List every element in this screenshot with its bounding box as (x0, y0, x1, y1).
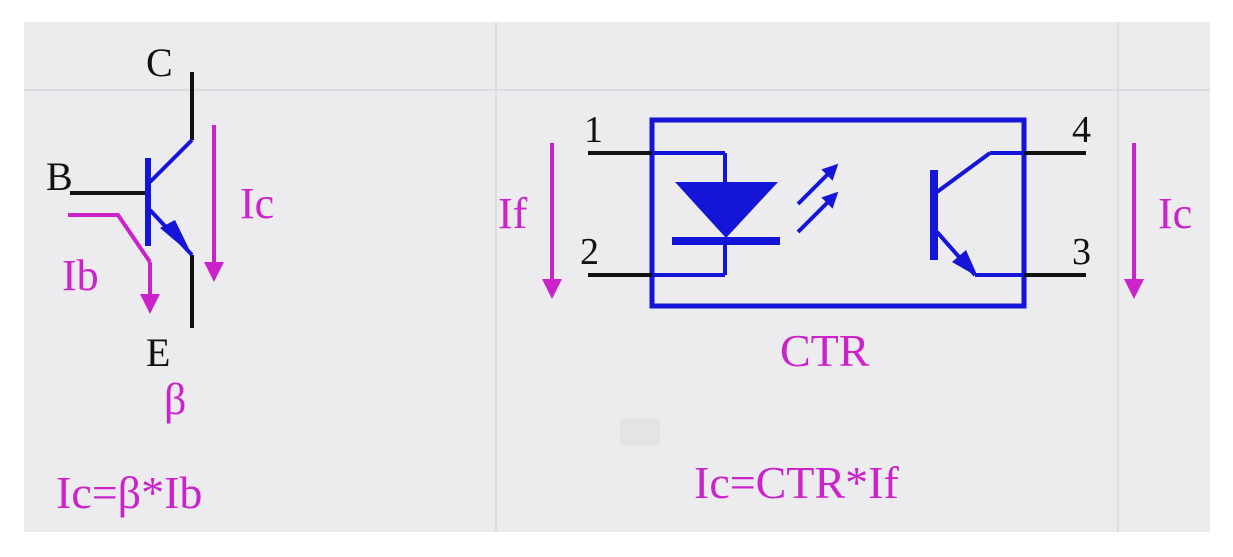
collector-diagonal (148, 138, 194, 184)
terminal-e-label: E (146, 330, 170, 375)
optocoupler-formula: Ic=CTR*If (694, 457, 899, 508)
terminal-c-label: C (146, 40, 173, 85)
phototransistor-collector (935, 151, 992, 194)
optocoupler-symbol (542, 117, 1144, 309)
light-arrow-lower (796, 191, 839, 234)
terminal-b-label: B (46, 154, 73, 199)
pin-2-label: 2 (580, 231, 599, 273)
bjt-transistor-symbol (68, 72, 224, 328)
phototransistor-emitter-arrow (952, 250, 978, 277)
pin-4-label: 4 (1072, 109, 1091, 151)
base-current-label: Ib (62, 251, 99, 300)
output-current-label: Ic (1158, 189, 1192, 238)
forward-current-label: If (498, 189, 528, 238)
faint-artifact (620, 418, 660, 446)
led-triangle (675, 182, 778, 238)
pin-3-label: 3 (1072, 231, 1091, 273)
pin-1-label: 1 (584, 109, 603, 151)
gain-label: β (164, 375, 186, 424)
base-current-wire (68, 213, 152, 264)
emitter-arrow (160, 220, 192, 255)
collector-current-label: Ic (240, 179, 274, 228)
bjt-formula: Ic=β*Ib (56, 467, 202, 518)
package-outline (649, 117, 1027, 309)
ctr-label: CTR (780, 325, 870, 376)
light-arrow-upper (796, 163, 839, 206)
